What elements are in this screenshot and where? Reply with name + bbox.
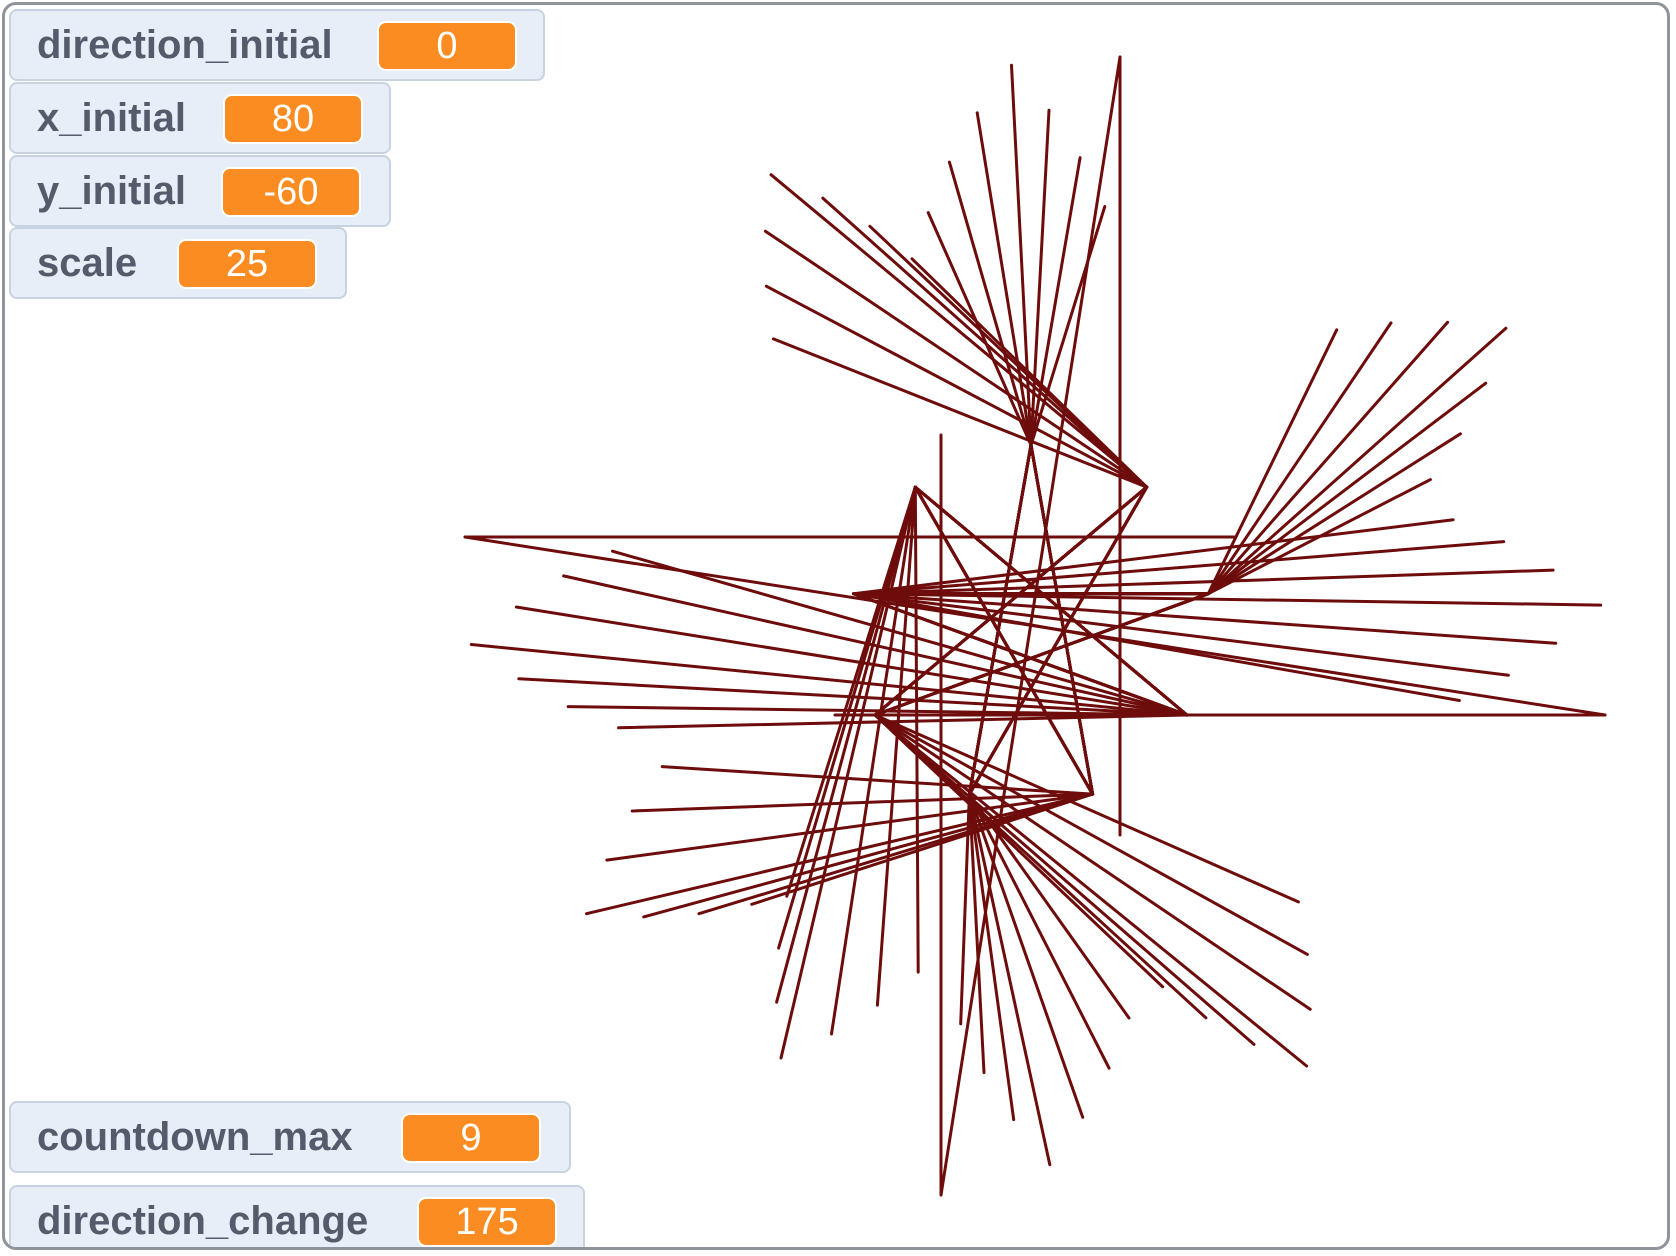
pen-stroke bbox=[967, 792, 1052, 1167]
pen-stroke bbox=[852, 592, 1189, 717]
pen-stroke bbox=[764, 284, 1149, 489]
pen-stroke bbox=[1206, 326, 1508, 596]
monitor-value: 0 bbox=[377, 21, 517, 71]
monitor-label: direction_change bbox=[37, 1198, 369, 1243]
pen-stroke bbox=[771, 337, 1149, 489]
pen-stroke bbox=[642, 792, 1095, 919]
monitor-label: y_initial bbox=[37, 168, 186, 213]
pen-stroke bbox=[913, 485, 1189, 717]
pen-stroke bbox=[975, 111, 1033, 447]
pen-stroke bbox=[873, 713, 1256, 1046]
monitor-direction-change[interactable]: direction_change 175 bbox=[9, 1185, 585, 1247]
pen-stroke bbox=[967, 792, 1111, 1070]
pen-stroke bbox=[967, 792, 1131, 1020]
monitor-value: -60 bbox=[221, 167, 361, 217]
pen-stroke bbox=[873, 592, 1210, 717]
monitor-direction-initial[interactable]: direction_initial 0 bbox=[9, 9, 545, 81]
pen-stroke bbox=[463, 535, 1607, 717]
pen-stroke bbox=[1206, 432, 1462, 596]
pen-stroke bbox=[873, 713, 1312, 1011]
pen-stroke bbox=[852, 592, 1558, 645]
pen-stroke bbox=[852, 518, 1455, 596]
pen-stroke bbox=[910, 257, 1149, 489]
pen-stroke bbox=[852, 592, 1603, 607]
pen-stroke bbox=[959, 792, 971, 1026]
monitor-label: x_initial bbox=[37, 95, 186, 140]
monitor-countdown-max[interactable]: countdown_max 9 bbox=[9, 1101, 571, 1173]
pen-stroke bbox=[585, 792, 1095, 916]
monitor-value: 9 bbox=[401, 1113, 541, 1163]
pen-stroke bbox=[967, 792, 1085, 1119]
pen-stroke bbox=[821, 196, 1149, 489]
pen-stroke bbox=[763, 229, 1149, 489]
pen-stroke bbox=[469, 643, 1189, 717]
pen-stroke bbox=[1206, 381, 1488, 596]
monitor-scale[interactable]: scale 25 bbox=[9, 227, 347, 299]
pen-stroke bbox=[947, 160, 1033, 447]
monitor-y-initial[interactable]: y_initial -60 bbox=[9, 155, 391, 227]
pen-stroke bbox=[660, 765, 1095, 796]
pen-stroke bbox=[873, 713, 1309, 1068]
pen-stroke bbox=[630, 792, 1095, 813]
monitor-x-initial[interactable]: x_initial 80 bbox=[9, 82, 391, 154]
pen-stroke bbox=[514, 605, 1189, 717]
monitor-label: direction_initial bbox=[37, 22, 333, 67]
pen-stroke bbox=[785, 485, 917, 898]
monitor-value: 175 bbox=[417, 1197, 557, 1247]
pen-stroke bbox=[1029, 108, 1051, 447]
pen-stroke bbox=[873, 713, 1309, 956]
pen-stroke bbox=[873, 485, 1149, 717]
pen-drawing bbox=[463, 55, 1607, 1197]
monitor-value: 25 bbox=[177, 239, 317, 289]
monitor-label: scale bbox=[37, 240, 138, 285]
pen-stroke bbox=[852, 540, 1506, 596]
pen-lines bbox=[463, 55, 1607, 1197]
pen-stroke bbox=[939, 55, 1122, 1197]
pen-stroke bbox=[1206, 320, 1450, 596]
monitor-label: countdown_max bbox=[37, 1114, 353, 1159]
pen-stroke bbox=[852, 592, 1461, 702]
pen-stroke bbox=[967, 792, 986, 1074]
pen-stroke bbox=[611, 549, 1189, 717]
monitor-value: 80 bbox=[223, 94, 363, 144]
pen-stroke bbox=[852, 592, 1510, 677]
pen-stroke bbox=[1029, 205, 1107, 447]
pen-stroke bbox=[852, 568, 1555, 596]
pen-stroke bbox=[779, 485, 917, 1060]
pen-stroke bbox=[769, 173, 1149, 489]
pen-stroke bbox=[873, 713, 1300, 904]
pen-stroke bbox=[875, 485, 917, 1007]
pen-stroke bbox=[967, 792, 1016, 1122]
pen-stroke bbox=[1206, 328, 1339, 596]
pen-stroke bbox=[775, 485, 917, 1004]
pen-stroke bbox=[697, 792, 1095, 916]
pen-stroke bbox=[913, 485, 920, 974]
pen-stroke bbox=[562, 574, 1189, 717]
pen-stroke bbox=[605, 792, 1095, 862]
pen-stroke bbox=[873, 713, 1165, 989]
pen-stroke bbox=[617, 713, 1189, 730]
pen-stroke bbox=[830, 485, 917, 1036]
pen-stroke bbox=[1206, 321, 1393, 596]
